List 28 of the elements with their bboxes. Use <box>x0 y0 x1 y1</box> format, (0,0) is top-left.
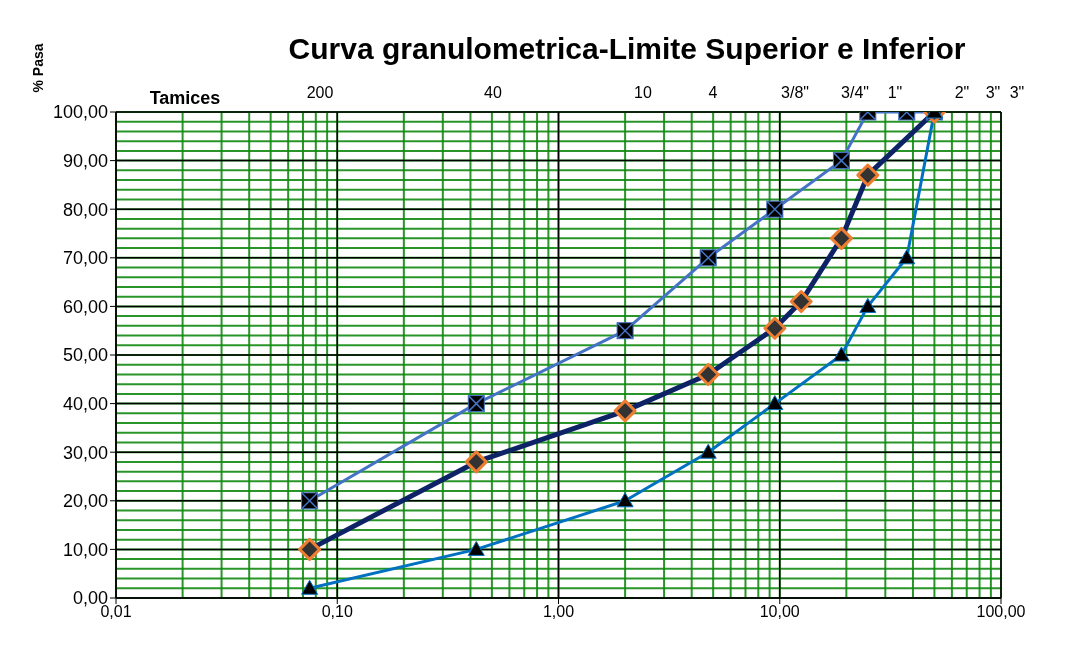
y-tick-label: 60,00 <box>62 296 108 317</box>
y-tick-label: 20,00 <box>62 491 108 512</box>
y-tick-label: 70,00 <box>62 248 108 269</box>
text: 3/8" <box>781 84 809 101</box>
text: 4 <box>708 84 718 101</box>
text: 3/4" <box>841 84 869 101</box>
y-tick-label: 30,00 <box>62 442 108 463</box>
x-tick-label: 0,01 <box>100 603 132 621</box>
text: 40 <box>484 84 502 101</box>
y-axis-title: % Pasa <box>30 43 47 93</box>
text: 3" <box>985 84 1001 101</box>
x-tick-label: 10,00 <box>759 603 800 621</box>
text: 3" <box>1009 84 1025 101</box>
x-tick-label: 100,00 <box>976 603 1026 621</box>
y-tick-label: 80,00 <box>62 199 108 220</box>
text: Tamices <box>149 88 221 108</box>
text: 1" <box>887 84 903 101</box>
x-tick-label: 1,00 <box>542 603 575 621</box>
y-tick-label: 50,00 <box>62 345 108 366</box>
text: 200 <box>306 84 334 101</box>
text: 2" <box>954 84 970 101</box>
text: 10 <box>634 84 652 101</box>
chart-title: Curva granulometrica-Limite Superior e Inferior <box>287 32 967 66</box>
x-tick-label: 0,10 <box>321 603 353 621</box>
y-tick-label: 40,00 <box>62 393 108 414</box>
y-tick-label: 100,00 <box>52 102 108 123</box>
y-tick-label: 10,00 <box>62 539 108 560</box>
y-tick-label: 90,00 <box>62 150 108 171</box>
